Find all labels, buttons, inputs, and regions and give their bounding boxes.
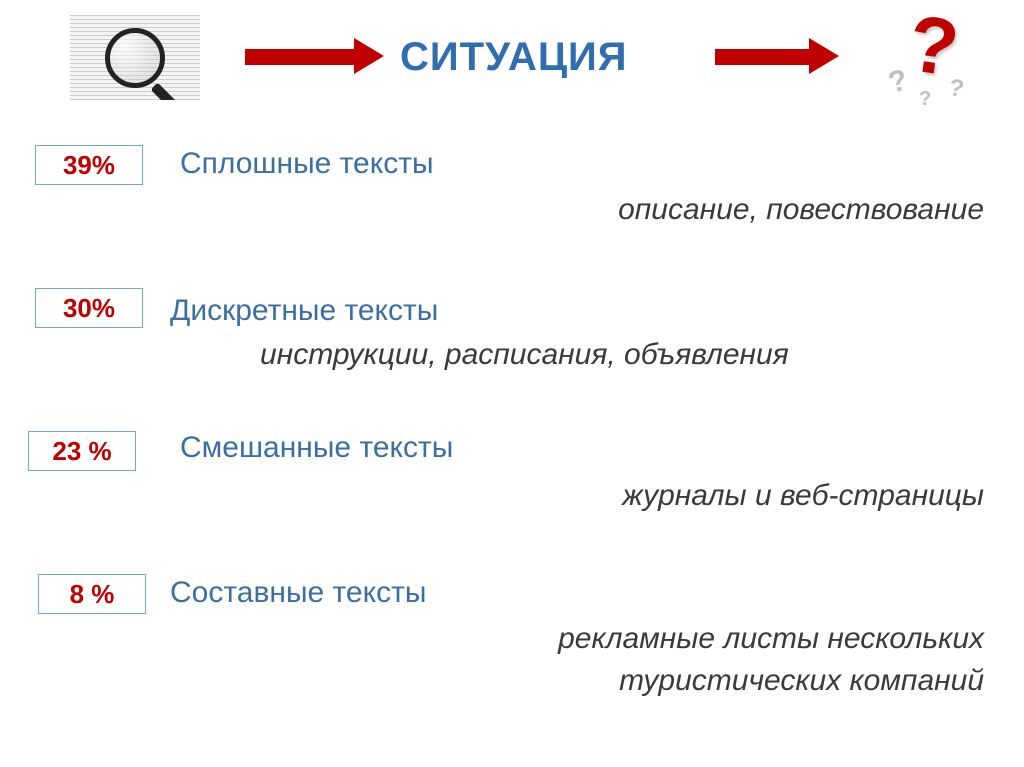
arrow-right-icon	[715, 48, 839, 64]
percentage-box: 39%	[35, 145, 143, 185]
row-description: инструкции, расписания, объявления	[260, 338, 789, 372]
row-composite-texts: 8 % Составные тексты рекламные листы нес…	[0, 574, 1024, 704]
row-discrete-texts: 30% Дискретные тексты инструкции, распис…	[0, 288, 1024, 383]
question-mark-icon: ? ? ? ?	[884, 10, 984, 110]
percentage-box: 23 %	[28, 431, 136, 471]
row-description-line1: рекламные листы нескольких	[558, 622, 984, 656]
row-description: журналы и веб-страницы	[622, 479, 984, 513]
magnifier-image	[70, 15, 200, 100]
row-description-line2: туристических компаний	[619, 664, 984, 698]
row-heading: Составные тексты	[170, 576, 426, 610]
content-area: 39% Сплошные тексты описание, повествова…	[0, 145, 1024, 752]
arrow-left-icon	[245, 48, 384, 64]
row-heading: Сплошные тексты	[180, 147, 434, 181]
percentage-box: 8 %	[38, 574, 146, 614]
arrow-head-icon	[809, 38, 839, 74]
row-description: описание, повествование	[618, 193, 984, 227]
row-heading: Дискретные тексты	[170, 294, 438, 328]
slide-title: СИТУАЦИЯ	[400, 35, 628, 80]
row-mixed-texts: 23 % Смешанные тексты журналы и веб-стра…	[0, 431, 1024, 526]
percentage-box: 30%	[35, 288, 143, 328]
header-row: СИТУАЦИЯ ? ? ? ?	[0, 10, 1024, 110]
row-continuous-texts: 39% Сплошные тексты описание, повествова…	[0, 145, 1024, 240]
row-heading: Смешанные тексты	[180, 431, 453, 465]
arrow-shaft	[245, 49, 355, 65]
arrow-shaft	[715, 49, 810, 65]
arrow-head-icon	[354, 38, 384, 74]
